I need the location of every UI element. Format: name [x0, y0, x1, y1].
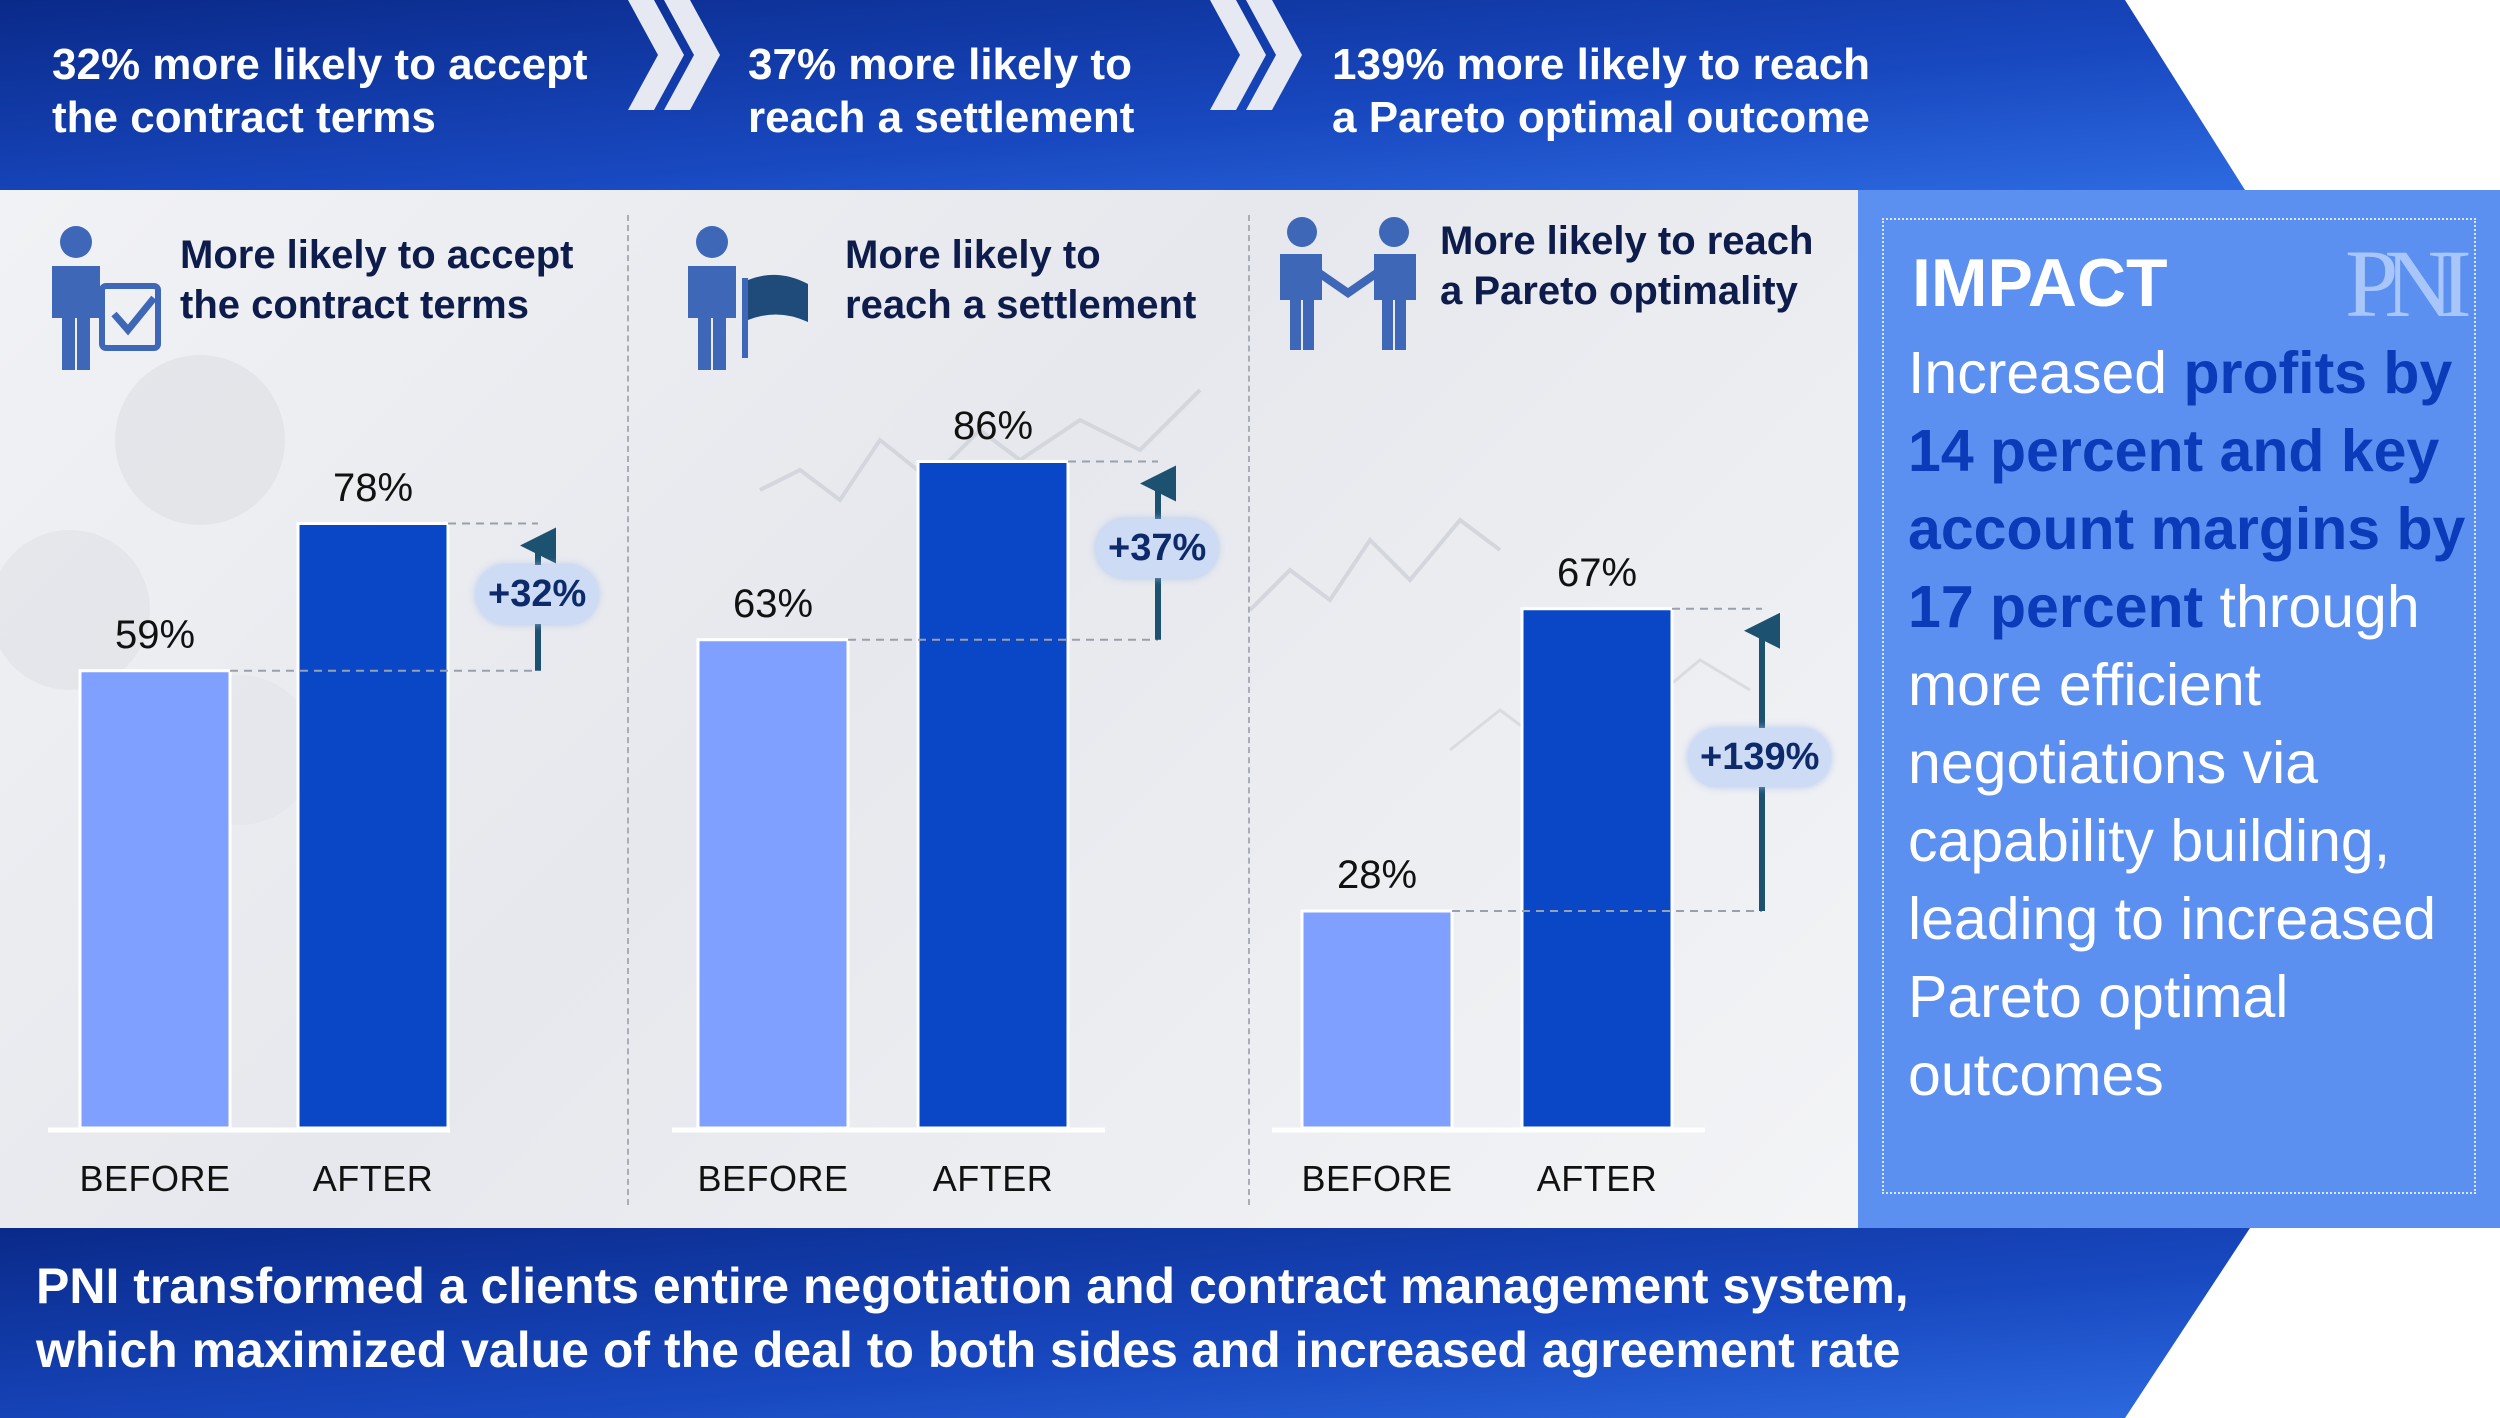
impact-highlight: profits by 14 percent and key account ma… — [1908, 340, 2466, 640]
top-banner-shape — [0, 0, 2245, 190]
panel-title-settlement: More likely to reach a settlement — [845, 233, 1197, 327]
panel-title-pareto: More likely to reach a Pareto optimality — [1440, 219, 1814, 313]
bar-value-label: 59% — [114, 612, 196, 657]
bar-value-label: 67% — [1556, 550, 1638, 595]
chevron-right-icon — [628, 0, 720, 110]
impact-panel — [1858, 190, 2500, 1228]
person-checklist-icon — [52, 226, 161, 370]
bottom-banner-shape — [0, 1228, 2250, 1418]
top-banner: 32% more likely to accept the contract t… — [0, 0, 2500, 190]
category-label: BEFORE — [1301, 1158, 1453, 1199]
impact-text: Increased profits by 14 percent and key … — [1908, 334, 2488, 1114]
change-badge: +139% — [1688, 727, 1832, 787]
category-label: AFTER — [1536, 1158, 1658, 1199]
chevron-right-icon — [1210, 0, 1302, 110]
impact-box — [1882, 218, 2476, 1194]
bar-value-label: 28% — [1336, 853, 1418, 897]
panel-divider — [627, 215, 629, 1205]
header-item-settlement: 37% more likely to reach a settlement — [748, 40, 1135, 142]
panel-title-accept: More likely to accept the contract terms — [180, 233, 574, 327]
category-label: AFTER — [312, 1158, 434, 1199]
header-item-pareto: 139% more likely to reach a Pareto optim… — [1332, 40, 1871, 142]
footer-text: PNI transformed a clients entire negotia… — [36, 1258, 1909, 1378]
category-label: BEFORE — [697, 1158, 849, 1199]
bar-value-label: 86% — [952, 403, 1034, 448]
impact-title: IMPACT — [1912, 245, 2168, 321]
panel-divider — [1248, 215, 1250, 1205]
header-item-accept: 32% more likely to accept the contract t… — [52, 40, 588, 142]
category-label: AFTER — [932, 1158, 1054, 1199]
impact-text-part: Increased — [1908, 340, 2184, 406]
bottom-banner: PNI transformed a clients entire negotia… — [0, 1228, 2500, 1418]
category-label: BEFORE — [79, 1158, 231, 1199]
chart-background — [0, 190, 1858, 1228]
change-badge: +32% — [476, 565, 599, 625]
person-flag-icon — [688, 226, 808, 370]
impact-text-part: through more efficient negotiations via … — [1908, 574, 2437, 1108]
bar-value-label: 63% — [732, 581, 814, 626]
handshake-icon — [1280, 217, 1416, 350]
pni-logo: PNI — [2345, 230, 2472, 337]
background-decoration — [0, 355, 1751, 825]
change-badge: +37% — [1096, 518, 1219, 578]
bar-value-label: 78% — [332, 465, 414, 510]
